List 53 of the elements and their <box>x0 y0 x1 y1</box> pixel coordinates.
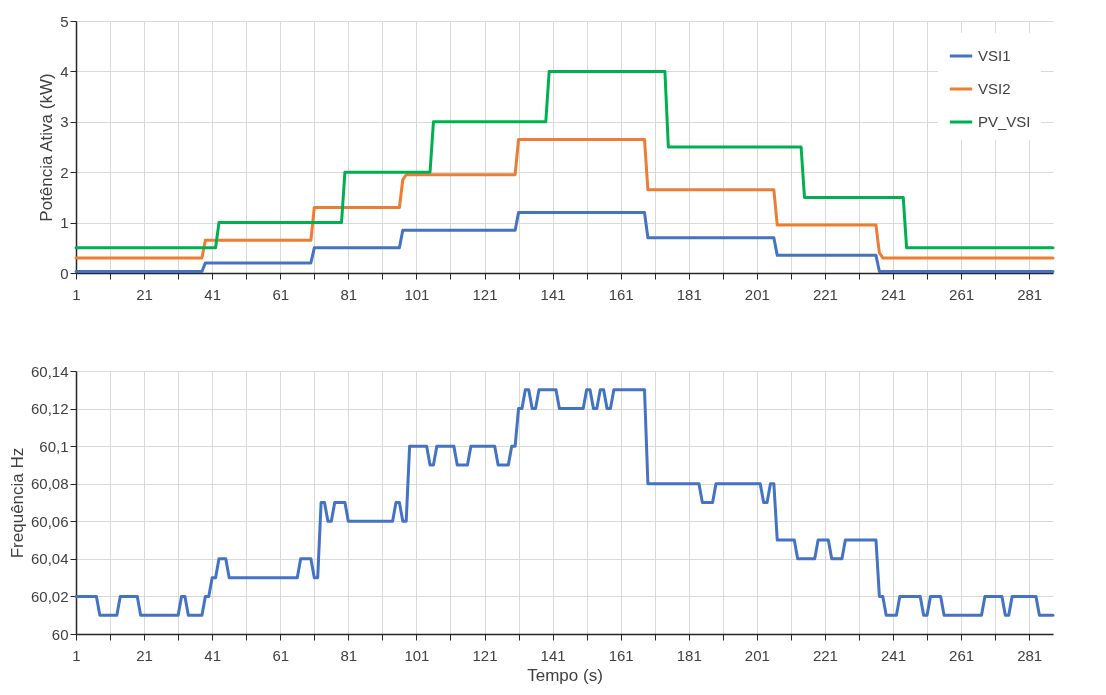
x-tick-label: 221 <box>812 285 838 303</box>
x-tick-label: 181 <box>676 646 702 664</box>
x-tick-label: 221 <box>812 646 838 664</box>
legend-label: VSI1 <box>978 47 1011 64</box>
x-tick-label: 261 <box>949 285 975 303</box>
x-tick-label: 21 <box>136 285 153 303</box>
legend-label: PV_VSI <box>978 113 1031 130</box>
x-tick-label: 141 <box>540 646 566 664</box>
x-tick-label: 41 <box>204 646 222 664</box>
x-tick-label: 121 <box>472 646 498 664</box>
y-tick-label: 60 <box>51 625 69 643</box>
line-series <box>74 69 1055 250</box>
x-tick-label: 101 <box>404 285 430 303</box>
y-tick-label: 60,12 <box>30 400 69 418</box>
x-tick-label: 21 <box>136 646 153 664</box>
x-tick-label: 81 <box>340 285 358 303</box>
x-tick-label: 281 <box>1017 285 1043 303</box>
x-tick-label: 241 <box>880 646 907 664</box>
x-tick-label: 281 <box>1017 646 1043 664</box>
x-tick-label: 61 <box>272 285 290 303</box>
y-tick-label: 4 <box>60 62 69 80</box>
x-tick-label: 201 <box>744 646 770 664</box>
line-series <box>74 137 1055 260</box>
y-tick-label: 60,06 <box>30 512 69 530</box>
x-tick-label: 161 <box>608 285 634 303</box>
x-tick-label: 101 <box>404 646 430 664</box>
y-tick-label: 2 <box>60 163 69 181</box>
y-tick-label: 60,14 <box>30 362 69 380</box>
x-tick-label: 141 <box>540 285 566 303</box>
y-axis-title: Frequência Hz <box>7 447 27 559</box>
legend-label: VSI2 <box>978 80 1011 97</box>
y-tick-label: 1 <box>60 214 69 232</box>
y-tick-label: 3 <box>60 113 69 131</box>
y-tick-label: 60,1 <box>39 437 69 455</box>
x-tick-label: 1 <box>72 285 81 303</box>
y-tick-label: 60,08 <box>30 475 69 493</box>
x-tick-label: 81 <box>340 646 358 664</box>
x-tick-label: 121 <box>472 285 498 303</box>
line-series <box>74 388 1055 617</box>
y-axis-title: Potência Ativa (kW) <box>37 73 57 222</box>
x-tick-label: 61 <box>272 646 290 664</box>
x-tick-label: 261 <box>949 646 975 664</box>
x-tick-label: 1 <box>72 646 81 664</box>
y-tick-label: 5 <box>60 12 69 30</box>
y-tick-label: 60,04 <box>30 550 69 568</box>
x-tick-label: 41 <box>204 285 222 303</box>
x-tick-label: 181 <box>676 285 702 303</box>
x-axis-title: Tempo (s) <box>527 665 603 685</box>
x-tick-label: 161 <box>608 646 634 664</box>
y-tick-label: 0 <box>60 264 69 282</box>
y-tick-label: 60,02 <box>30 587 69 605</box>
x-tick-label: 241 <box>880 285 907 303</box>
x-tick-label: 201 <box>744 285 770 303</box>
